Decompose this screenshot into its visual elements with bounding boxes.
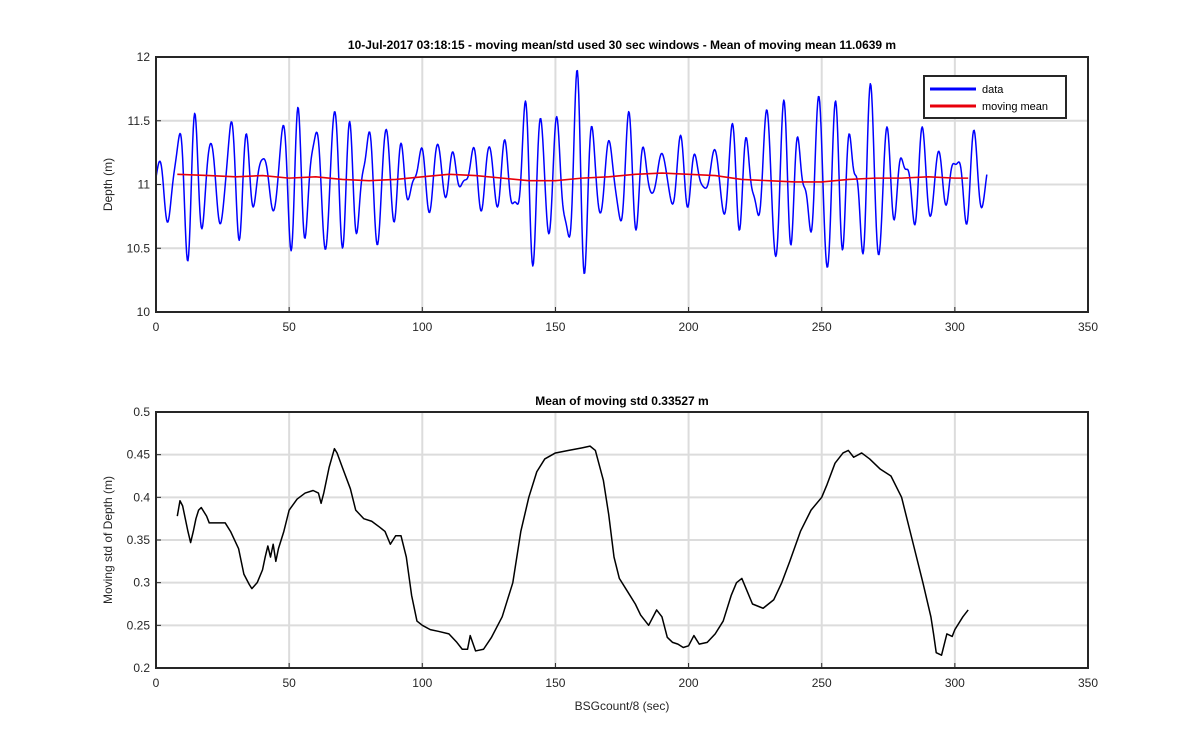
- depth-x-tick-label: 50: [282, 320, 296, 334]
- depth-x-tick-label: 350: [1078, 320, 1098, 334]
- std-x-tick-label: 0: [153, 676, 160, 690]
- std-y-ticks: 0.2 0.25 0.3 0.35 0.4 0.45 0.5: [127, 405, 161, 675]
- depth-y-tick-label: 12: [137, 50, 151, 64]
- depth-x-ticks: 0 50 100 150 200 250 300 350: [153, 307, 1098, 334]
- depth-y-tick-label: 10.5: [127, 241, 151, 255]
- std-x-tick-label: 100: [412, 676, 432, 690]
- std-x-tick-label: 350: [1078, 676, 1098, 690]
- depth-grid: [156, 57, 1088, 312]
- depth-y-tick-label: 11: [138, 178, 151, 192]
- depth-y-ticks: 10 10.5 11 11.5 12: [127, 50, 161, 319]
- legend-moving-mean-label: moving mean: [982, 101, 1048, 113]
- legend: data moving mean: [923, 75, 1067, 119]
- series-moving-std-line: [176, 445, 969, 656]
- std-y-tick-label: 0.5: [133, 405, 150, 419]
- std-x-tick-label: 200: [679, 676, 699, 690]
- depth-series: [155, 69, 988, 275]
- std-x-tick-label: 150: [545, 676, 565, 690]
- std-y-tick-label: 0.4: [133, 490, 150, 504]
- std-x-tick-label: 300: [945, 676, 965, 690]
- std-x-tick-label: 250: [812, 676, 832, 690]
- std-x-tick-label: 50: [282, 676, 296, 690]
- depth-x-tick-label: 300: [945, 320, 965, 334]
- std-y-tick-label: 0.2: [133, 661, 150, 675]
- std-y-tick-label: 0.35: [127, 533, 151, 547]
- std-plot-title: Mean of moving std 0.33527 m: [535, 394, 708, 408]
- std-y-tick-label: 0.45: [127, 448, 151, 462]
- depth-y-tick-label: 11.5: [128, 114, 151, 128]
- depth-x-tick-label: 250: [812, 320, 832, 334]
- depth-x-tick-label: 100: [412, 320, 432, 334]
- std-y-tick-label: 0.25: [127, 618, 151, 632]
- std-x-ticks: 0 50 100 150 200 250 300 350: [153, 663, 1098, 690]
- depth-plot: 0 50 100 150 200 250 300 350 10 10.5 11 11.5 12 10-…: [101, 38, 1098, 334]
- depth-plot-title: 10-Jul-2017 03:18:15 - moving mean/std u…: [348, 38, 896, 52]
- std-y-axis-label: Moving std of Depth (m): [101, 476, 115, 604]
- depth-y-axis-label: Depth (m): [101, 158, 115, 211]
- legend-box: [923, 75, 1067, 119]
- legend-data-label: data: [982, 84, 1004, 96]
- depth-x-tick-label: 200: [679, 320, 699, 334]
- depth-y-tick-label: 10: [137, 305, 151, 319]
- series-data-line: [155, 69, 988, 275]
- std-x-axis-label: BSGcount/8 (sec): [575, 699, 670, 713]
- std-series: [176, 445, 969, 656]
- depth-x-tick-label: 150: [545, 320, 565, 334]
- std-plot: 0 50 100 150 200 250 300 350 0.20.250.30.350.40…: [101, 394, 1098, 713]
- std-y-tick-label: 0.3: [133, 576, 150, 590]
- depth-x-tick-label: 0: [153, 320, 160, 334]
- series-moving-mean-line: [177, 172, 969, 183]
